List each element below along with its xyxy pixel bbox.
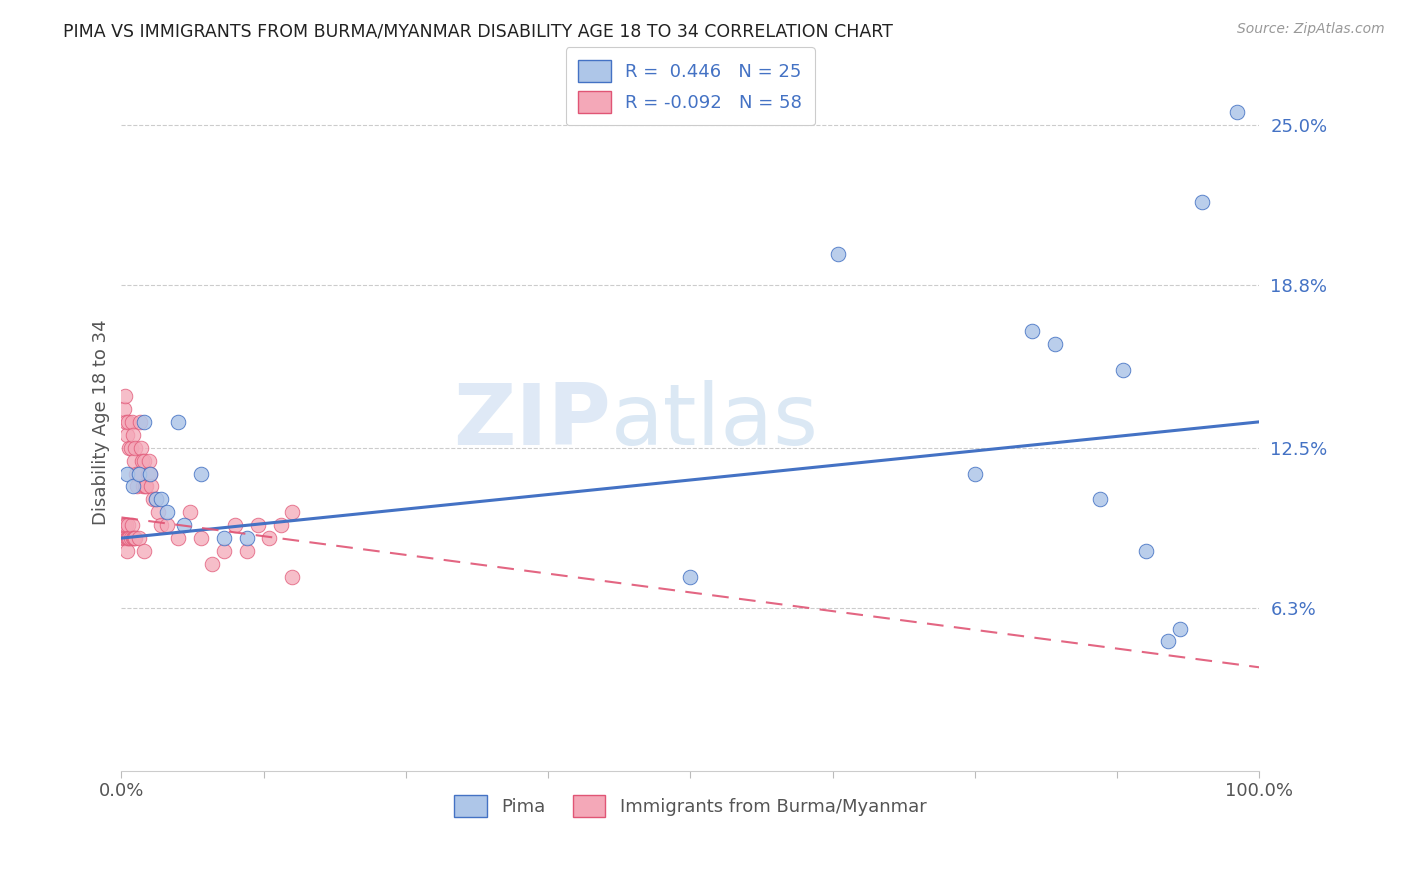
Point xyxy=(132,479,155,493)
Text: ZIP: ZIP xyxy=(453,380,610,463)
Point xyxy=(270,518,292,533)
Point xyxy=(120,441,142,455)
Point xyxy=(115,415,138,429)
Point xyxy=(201,557,224,571)
Point xyxy=(115,467,138,481)
Point xyxy=(125,467,148,481)
Point xyxy=(121,531,143,545)
Point xyxy=(1226,104,1249,119)
Point xyxy=(136,467,159,481)
Point xyxy=(167,531,190,545)
Point xyxy=(1021,325,1043,339)
Point xyxy=(124,531,146,545)
Point xyxy=(122,453,145,467)
Point xyxy=(114,389,136,403)
Point xyxy=(145,492,167,507)
Point xyxy=(224,518,246,533)
Point xyxy=(1088,492,1111,507)
Point xyxy=(112,518,135,533)
Point xyxy=(129,441,152,455)
Point xyxy=(146,505,169,519)
Point xyxy=(121,479,143,493)
Point xyxy=(139,479,162,493)
Point xyxy=(1043,337,1066,351)
Point xyxy=(156,505,179,519)
Point xyxy=(679,570,702,584)
Point xyxy=(134,544,156,558)
Point xyxy=(1168,622,1191,636)
Point xyxy=(145,492,167,507)
Point xyxy=(118,531,141,545)
Point xyxy=(1157,634,1180,648)
Point xyxy=(963,467,986,481)
Point xyxy=(138,453,160,467)
Point xyxy=(1191,195,1213,210)
Point xyxy=(121,518,143,533)
Point xyxy=(122,531,145,545)
Point xyxy=(142,492,165,507)
Point xyxy=(128,415,150,429)
Point xyxy=(115,531,138,545)
Point xyxy=(212,531,235,545)
Point xyxy=(827,247,849,261)
Point xyxy=(117,531,139,545)
Point xyxy=(190,531,212,545)
Text: atlas: atlas xyxy=(610,380,818,463)
Point xyxy=(150,518,173,533)
Point xyxy=(167,415,190,429)
Point xyxy=(134,479,156,493)
Point xyxy=(281,570,304,584)
Point xyxy=(118,441,141,455)
Point xyxy=(128,467,150,481)
Point xyxy=(128,531,150,545)
Point xyxy=(117,518,139,533)
Point xyxy=(135,479,157,493)
Point xyxy=(281,505,304,519)
Point xyxy=(111,531,134,545)
Point xyxy=(120,531,142,545)
Point xyxy=(124,441,146,455)
Point xyxy=(139,467,162,481)
Y-axis label: Disability Age 18 to 34: Disability Age 18 to 34 xyxy=(93,319,110,524)
Point xyxy=(235,531,257,545)
Point xyxy=(235,544,257,558)
Point xyxy=(128,467,150,481)
Point xyxy=(115,518,138,533)
Point xyxy=(150,492,173,507)
Point xyxy=(127,479,149,493)
Point xyxy=(117,415,139,429)
Point xyxy=(134,453,156,467)
Point xyxy=(246,518,269,533)
Point xyxy=(259,531,281,545)
Point xyxy=(115,544,138,558)
Point xyxy=(190,467,212,481)
Text: PIMA VS IMMIGRANTS FROM BURMA/MYANMAR DISABILITY AGE 18 TO 34 CORRELATION CHART: PIMA VS IMMIGRANTS FROM BURMA/MYANMAR DI… xyxy=(63,22,893,40)
Point xyxy=(134,415,156,429)
Point xyxy=(156,518,179,533)
Legend: Pima, Immigrants from Burma/Myanmar: Pima, Immigrants from Burma/Myanmar xyxy=(447,788,934,824)
Point xyxy=(212,544,235,558)
Point xyxy=(173,518,195,533)
Point xyxy=(1135,544,1157,558)
Point xyxy=(112,401,135,416)
Point xyxy=(114,531,136,545)
Point xyxy=(121,415,143,429)
Point xyxy=(1112,363,1135,377)
Point xyxy=(115,427,138,442)
Point xyxy=(131,453,153,467)
Point xyxy=(179,505,201,519)
Point xyxy=(121,427,143,442)
Text: Source: ZipAtlas.com: Source: ZipAtlas.com xyxy=(1237,22,1385,37)
Point xyxy=(139,467,162,481)
